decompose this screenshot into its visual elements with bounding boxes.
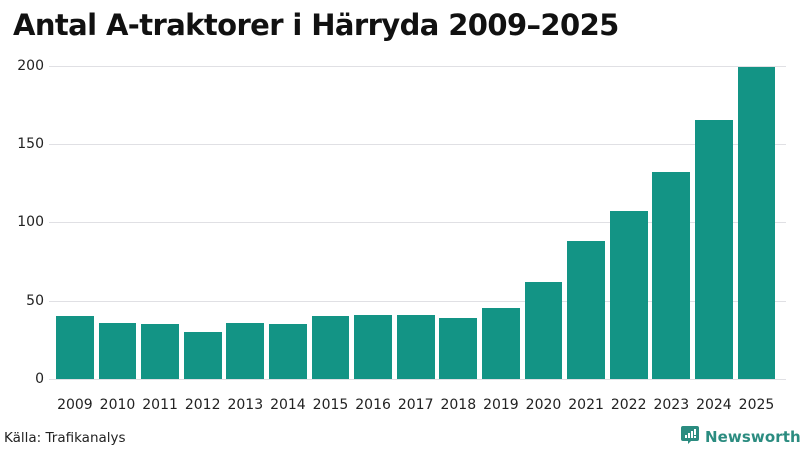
x-tick-label: 2025 xyxy=(738,397,775,413)
x-tick-label: 2016 xyxy=(355,397,391,413)
x-tick-label: 2022 xyxy=(610,397,647,413)
x-tick-label: 2020 xyxy=(525,397,562,413)
y-tick-label: 100 xyxy=(17,214,44,231)
bar-2018 xyxy=(439,317,478,379)
x-tick-label: 2024 xyxy=(696,397,732,413)
x-tick-label: 2018 xyxy=(440,397,477,413)
bar-2017 xyxy=(396,314,435,379)
bar-2019 xyxy=(482,308,520,379)
y-tick-label: 150 xyxy=(17,135,44,152)
x-tick-label: 2021 xyxy=(568,397,604,413)
newsworthy-logo-icon xyxy=(680,425,700,449)
x-tick-label: 2023 xyxy=(653,397,690,413)
gridline xyxy=(49,301,786,302)
x-tick-label: 2014 xyxy=(270,397,306,413)
x-tick-label: 2013 xyxy=(227,397,264,413)
y-tick-label: 50 xyxy=(26,292,44,309)
bar-2016 xyxy=(354,314,392,379)
x-tick-label: 2012 xyxy=(184,397,221,413)
x-tick-label: 2019 xyxy=(483,397,519,413)
bar-2025 xyxy=(737,67,776,379)
bar-2010 xyxy=(98,322,137,379)
gridline xyxy=(49,66,786,67)
x-tick-label: 2017 xyxy=(397,397,434,413)
x-tick-label: 2015 xyxy=(312,397,349,413)
bar-2013 xyxy=(226,322,265,379)
x-tick-label: 2009 xyxy=(57,397,93,413)
gridline xyxy=(49,144,786,145)
bar-2015 xyxy=(311,316,350,379)
gridline xyxy=(49,379,786,380)
source-note: Källa: Trafikanalys xyxy=(4,430,126,446)
y-tick-label: 0 xyxy=(35,371,44,387)
y-tick-label: 200 xyxy=(17,57,44,74)
bar-2023 xyxy=(652,172,691,379)
x-tick-label: 2010 xyxy=(99,397,136,413)
bar-2021 xyxy=(567,241,605,379)
bar-2012 xyxy=(183,331,222,379)
bar-2011 xyxy=(141,324,179,379)
bar-2014 xyxy=(269,324,307,379)
bar-2022 xyxy=(609,211,648,379)
bar-2009 xyxy=(56,316,94,379)
newsworthy-brand: Newsworthy xyxy=(680,425,800,449)
bar-2024 xyxy=(695,120,733,379)
bar-2020 xyxy=(524,281,563,379)
x-tick-label: 2011 xyxy=(142,397,178,413)
brand-name: Newsworthy xyxy=(705,428,800,446)
gridline xyxy=(49,222,786,223)
chart-title: Antal A-traktorer i Härryda 2009–2025 xyxy=(13,8,619,42)
